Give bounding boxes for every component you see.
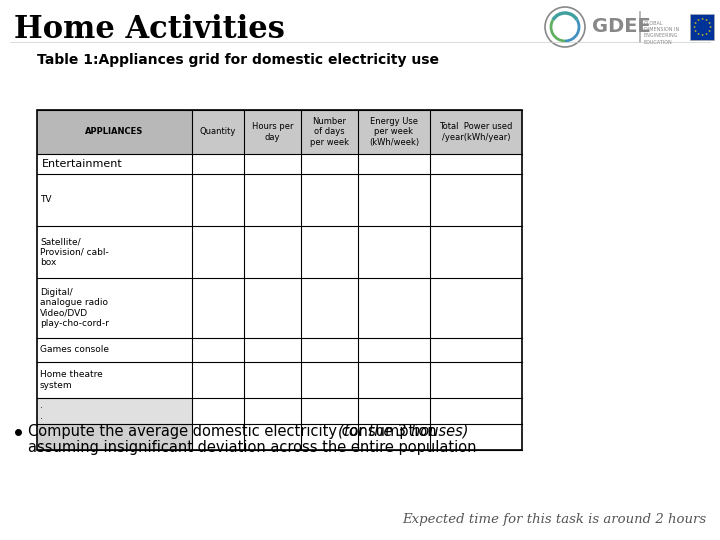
Text: Number
of days
per week: Number of days per week bbox=[310, 117, 349, 147]
Text: Home Activities: Home Activities bbox=[14, 14, 285, 45]
Text: Compute the average domestic electricity consumption: Compute the average domestic electricity… bbox=[28, 424, 441, 439]
Text: assuming insignificant deviation across the entire population: assuming insignificant deviation across … bbox=[28, 440, 477, 455]
Text: Digital/
analogue radio
Video/DVD
play-cho-cord-r: Digital/ analogue radio Video/DVD play-c… bbox=[40, 288, 109, 328]
Text: ★: ★ bbox=[696, 32, 700, 36]
Text: Total  Power used
/year(kWh/year): Total Power used /year(kWh/year) bbox=[439, 122, 513, 141]
Text: Table 1:Appliances grid for domestic electricity use: Table 1:Appliances grid for domestic ele… bbox=[37, 53, 439, 67]
Text: ★: ★ bbox=[693, 21, 697, 25]
Text: ★: ★ bbox=[693, 25, 696, 29]
FancyBboxPatch shape bbox=[37, 424, 192, 450]
Text: ★: ★ bbox=[704, 32, 708, 36]
Text: Games console: Games console bbox=[40, 346, 109, 354]
Text: Quantity: Quantity bbox=[200, 127, 236, 137]
Text: ★: ★ bbox=[707, 21, 711, 25]
Text: ★: ★ bbox=[701, 33, 703, 37]
Text: Hours per
day: Hours per day bbox=[252, 122, 293, 141]
Text: TV: TV bbox=[40, 195, 52, 205]
Text: GLOBAL
DIMENSION IN
ENGINEERING
EDUCATION: GLOBAL DIMENSION IN ENGINEERING EDUCATIO… bbox=[644, 21, 679, 45]
Text: (for the 3 houses): (for the 3 houses) bbox=[338, 424, 469, 439]
Text: Entertainment: Entertainment bbox=[42, 159, 122, 169]
Text: ★: ★ bbox=[707, 29, 711, 33]
Text: Energy Use
per week
(kWh/week): Energy Use per week (kWh/week) bbox=[369, 117, 419, 147]
Text: .
.: . . bbox=[40, 401, 43, 421]
Text: ★: ★ bbox=[704, 18, 708, 22]
Text: .
.: . . bbox=[40, 427, 43, 447]
Text: APPLIANCES: APPLIANCES bbox=[86, 127, 143, 137]
FancyBboxPatch shape bbox=[690, 14, 714, 40]
FancyBboxPatch shape bbox=[37, 110, 192, 154]
Text: GDEE: GDEE bbox=[592, 17, 651, 37]
Text: ★: ★ bbox=[701, 17, 703, 21]
Text: Satellite/
Provision/ cabl-
box: Satellite/ Provision/ cabl- box bbox=[40, 237, 109, 267]
Text: ★: ★ bbox=[696, 18, 700, 22]
Text: Expected time for this task is around 2 hours: Expected time for this task is around 2 … bbox=[402, 513, 706, 526]
FancyBboxPatch shape bbox=[37, 110, 522, 154]
Text: ★: ★ bbox=[708, 25, 711, 29]
FancyBboxPatch shape bbox=[37, 398, 192, 424]
Text: Home theatre
system: Home theatre system bbox=[40, 370, 103, 390]
Text: ★: ★ bbox=[693, 29, 697, 33]
